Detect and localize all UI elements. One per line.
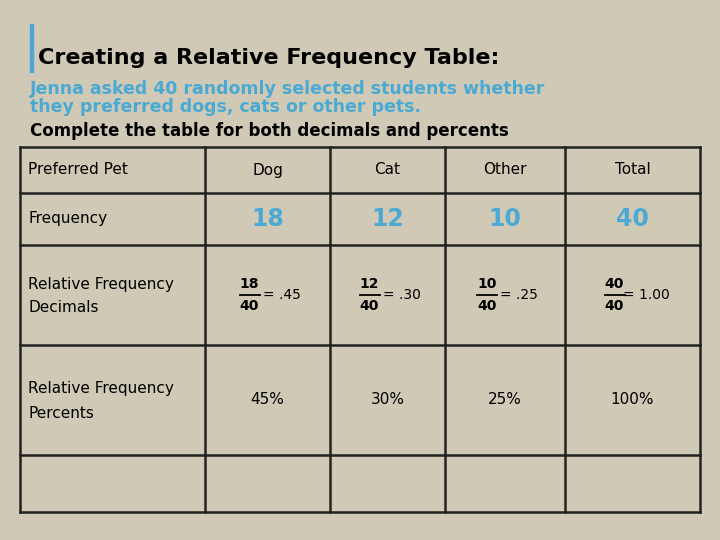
Text: 100%: 100%: [611, 393, 654, 408]
Text: 40: 40: [477, 299, 497, 313]
Text: 10: 10: [477, 277, 497, 291]
Text: Relative Frequency: Relative Frequency: [28, 381, 174, 396]
Text: = .25: = .25: [500, 288, 538, 302]
Text: = .45: = .45: [263, 288, 300, 302]
Text: Relative Frequency: Relative Frequency: [28, 276, 174, 292]
Text: Frequency: Frequency: [28, 212, 107, 226]
Text: Preferred Pet: Preferred Pet: [28, 163, 128, 178]
Text: 40: 40: [240, 299, 259, 313]
Text: they preferred dogs, cats or other pets.: they preferred dogs, cats or other pets.: [30, 98, 421, 116]
Text: 10: 10: [489, 207, 521, 231]
Text: 12: 12: [371, 207, 404, 231]
Text: Decimals: Decimals: [28, 300, 99, 315]
Text: 12: 12: [360, 277, 379, 291]
Text: Complete the table for both decimals and percents: Complete the table for both decimals and…: [30, 122, 509, 140]
Text: Other: Other: [483, 163, 527, 178]
Text: 40: 40: [360, 299, 379, 313]
Text: = .30: = .30: [382, 288, 420, 302]
Text: 18: 18: [251, 207, 284, 231]
Text: 30%: 30%: [371, 393, 405, 408]
Text: 45%: 45%: [251, 393, 284, 408]
Text: Cat: Cat: [374, 163, 400, 178]
Text: 40: 40: [605, 277, 624, 291]
Text: Total: Total: [615, 163, 650, 178]
Text: 40: 40: [605, 299, 624, 313]
Text: 40: 40: [616, 207, 649, 231]
Text: Creating a Relative Frequency Table:: Creating a Relative Frequency Table:: [38, 48, 500, 68]
Text: Jenna asked 40 randomly selected students whether: Jenna asked 40 randomly selected student…: [30, 80, 545, 98]
Text: 18: 18: [240, 277, 259, 291]
Bar: [30, 24, 33, 72]
Text: 25%: 25%: [488, 393, 522, 408]
Text: = 1.00: = 1.00: [623, 288, 670, 302]
Text: Percents: Percents: [28, 406, 94, 421]
Text: Dog: Dog: [252, 163, 283, 178]
